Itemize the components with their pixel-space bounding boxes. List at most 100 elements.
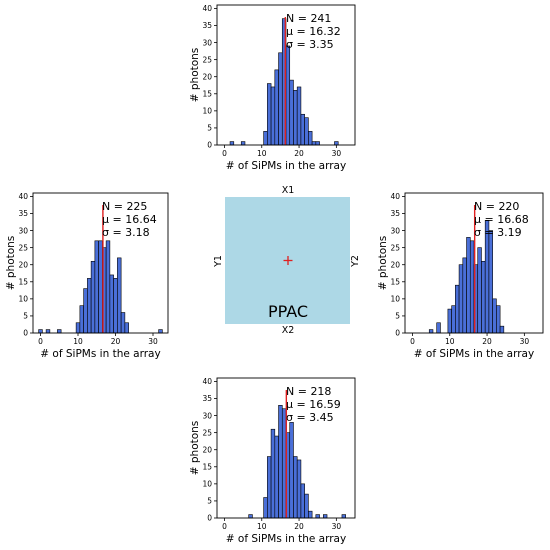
bar <box>428 329 434 334</box>
y-tick-label: 25 <box>390 243 400 252</box>
ppac-label-bottom: X2 <box>282 325 295 336</box>
bar <box>75 322 81 334</box>
bar <box>94 240 99 334</box>
stat-n: N = 241 <box>286 12 331 25</box>
bar <box>117 257 122 334</box>
y-tick-label: 35 <box>202 21 212 30</box>
bar <box>289 79 294 146</box>
y-tick-label: 15 <box>18 277 28 286</box>
y-tick-label: 35 <box>390 209 400 218</box>
stat-mean: μ = 16.64 <box>102 213 157 226</box>
bar <box>293 90 298 146</box>
x-tick-label: 0 <box>410 337 415 346</box>
bar <box>477 247 482 334</box>
y-tick-label: 35 <box>202 394 212 403</box>
bar <box>300 113 305 146</box>
y-tick-label: 15 <box>390 277 400 286</box>
bar <box>308 131 313 146</box>
axes-frame <box>32 192 169 334</box>
bar <box>496 305 501 334</box>
y-axis-label: # photons <box>189 48 201 103</box>
bar <box>120 312 126 334</box>
y-tick-label: 15 <box>202 462 212 471</box>
y-axis-label: # photons <box>189 421 201 476</box>
bar <box>113 278 118 334</box>
stat-n: N = 218 <box>286 385 331 398</box>
bar <box>57 329 62 334</box>
y-tick-label: 35 <box>18 209 28 218</box>
bar <box>481 260 486 334</box>
bar <box>447 308 452 334</box>
bar <box>488 230 493 334</box>
x-axis-label: # of SiPMs in the array <box>226 533 346 545</box>
y-tick-label: 20 <box>18 260 28 269</box>
stat-mean: μ = 16.59 <box>286 398 341 411</box>
bar <box>315 141 320 146</box>
y-tick-label: 25 <box>202 55 212 64</box>
bar <box>109 274 114 334</box>
y-tick-label: 5 <box>23 312 28 321</box>
y-tick-label: 0 <box>207 141 212 150</box>
y-tick-label: 10 <box>202 107 212 116</box>
y-axis-label: # photons <box>5 236 17 291</box>
y-tick-label: 40 <box>18 192 28 201</box>
y-tick-label: 5 <box>207 497 212 506</box>
bar <box>267 456 272 519</box>
bar <box>499 325 505 334</box>
bar <box>98 240 103 334</box>
x-tick-label: 10 <box>73 337 83 346</box>
bar <box>451 305 456 334</box>
y-tick-label: 30 <box>18 226 28 235</box>
histogram-left: 0 10 20 30 0 5 10 15 20 25 30 35 40 # of SiPMs in the… <box>5 192 169 360</box>
x-axis-label: # of SiPMs in the array <box>40 348 160 360</box>
x-tick-label: 20 <box>482 337 492 346</box>
y-tick-label: 25 <box>202 428 212 437</box>
ppac-name: PPAC <box>268 302 308 321</box>
y-tick-label: 30 <box>202 38 212 47</box>
y-tick-label: 10 <box>18 295 28 304</box>
bar <box>274 435 279 519</box>
bar <box>83 288 88 334</box>
stat-sigma: σ = 3.35 <box>286 38 334 51</box>
y-tick-label: 5 <box>207 124 212 133</box>
bar <box>248 514 253 519</box>
y-tick-label: 30 <box>390 226 400 235</box>
ppac-diagram: X1 X2 Y1 Y2 PPAC <box>213 185 361 336</box>
stat-mean: μ = 16.68 <box>474 213 529 226</box>
bar <box>341 514 346 519</box>
y-axis-label: # photons <box>377 236 389 291</box>
x-tick-label: 30 <box>332 522 342 531</box>
y-tick-label: 20 <box>202 445 212 454</box>
bar <box>45 329 51 334</box>
y-tick-label: 25 <box>18 243 28 252</box>
bar <box>263 131 268 146</box>
x-tick-label: 20 <box>111 337 121 346</box>
bar <box>308 510 313 519</box>
ppac-label-top: X1 <box>282 185 295 196</box>
bar <box>285 45 291 146</box>
bar <box>293 456 298 519</box>
x-tick-label: 10 <box>257 522 267 531</box>
bar <box>263 497 268 519</box>
x-axis-label: # of SiPMs in the array <box>414 348 534 360</box>
x-axis-label: # of SiPMs in the array <box>226 160 346 172</box>
bar <box>492 298 497 334</box>
bar <box>322 514 328 519</box>
axes-frame <box>216 4 356 146</box>
x-tick-label: 10 <box>445 337 455 346</box>
y-tick-label: 5 <box>395 312 400 321</box>
bar <box>87 278 92 334</box>
bar <box>466 237 471 334</box>
stat-mean: μ = 16.32 <box>286 25 341 38</box>
bar <box>462 257 467 334</box>
bar <box>300 483 305 519</box>
bar <box>274 69 279 146</box>
stat-n: N = 220 <box>474 200 519 213</box>
bar <box>79 305 84 334</box>
bar <box>315 514 320 519</box>
axes-frame <box>404 192 544 334</box>
y-tick-label: 10 <box>390 295 400 304</box>
histogram-top: 0 10 20 30 0 5 10 15 20 25 30 35 40 # of SiPMs in the… <box>189 4 356 172</box>
y-tick-label: 40 <box>390 192 400 201</box>
